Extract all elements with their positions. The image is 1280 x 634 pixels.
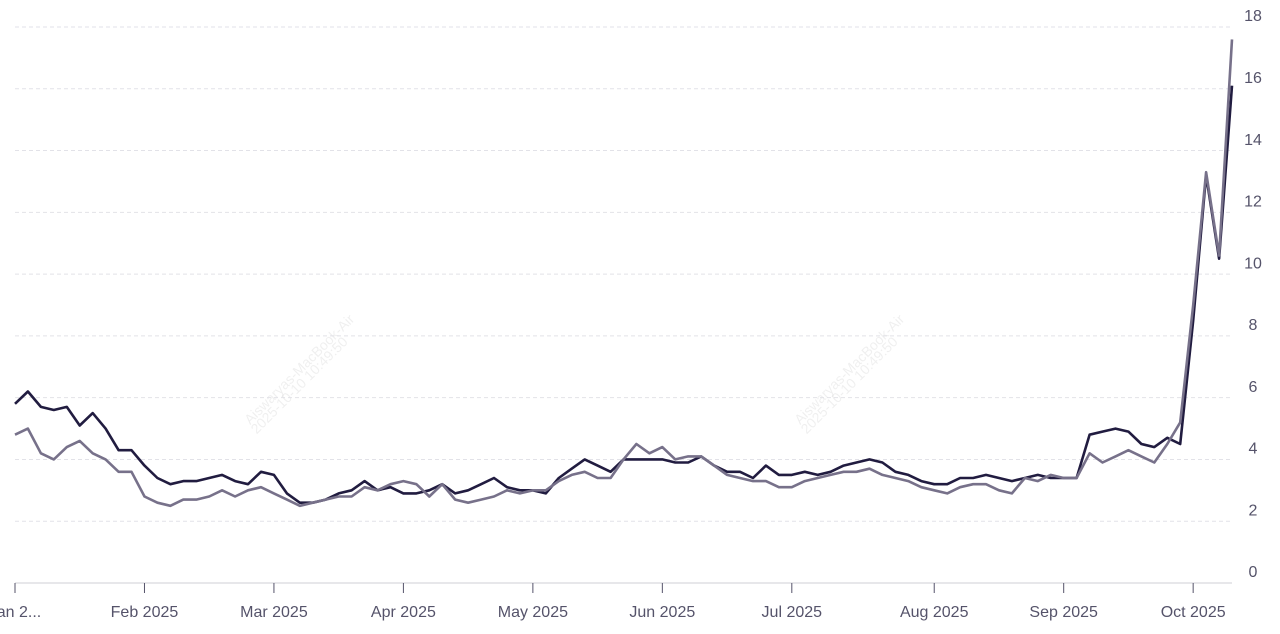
y-tick-label: 8: [1249, 317, 1258, 334]
x-tick-label: Jul 2025: [762, 604, 823, 621]
x-tick-label: Mar 2025: [240, 604, 308, 621]
y-tick-label: 18: [1244, 8, 1262, 25]
y-tick-label: 10: [1244, 255, 1262, 272]
y-tick-label: 6: [1249, 379, 1258, 396]
x-tick-label: Feb 2025: [111, 604, 179, 621]
x-tick-label: May 2025: [498, 604, 568, 621]
x-tick-label: Apr 2025: [371, 604, 436, 621]
x-tick-label: Jun 2025: [629, 604, 695, 621]
watermark: 2025-10-10 10:49:50: [247, 333, 350, 436]
x-tick-label: Sep 2025: [1029, 604, 1098, 621]
y-tick-label: 12: [1244, 194, 1262, 211]
watermark: Aiswaryas-MacBook-Air: [791, 311, 908, 428]
x-tick-label: Oct 2025: [1161, 604, 1226, 621]
watermark: Aiswaryas-MacBook-Air: [241, 311, 358, 428]
x-tick-label: Aug 2025: [900, 604, 969, 621]
y-tick-label: 2: [1249, 502, 1258, 519]
series-line: [14, 85, 1234, 504]
y-tick-label: 4: [1249, 441, 1258, 458]
x-tick-label: Jan 2...: [0, 604, 41, 621]
watermark: 2025-10-10 10:49:50: [797, 333, 900, 436]
y-tick-label: 16: [1244, 70, 1262, 87]
series-line: [14, 39, 1234, 508]
y-tick-label: 0: [1249, 564, 1258, 581]
y-tick-label: 14: [1244, 132, 1262, 149]
